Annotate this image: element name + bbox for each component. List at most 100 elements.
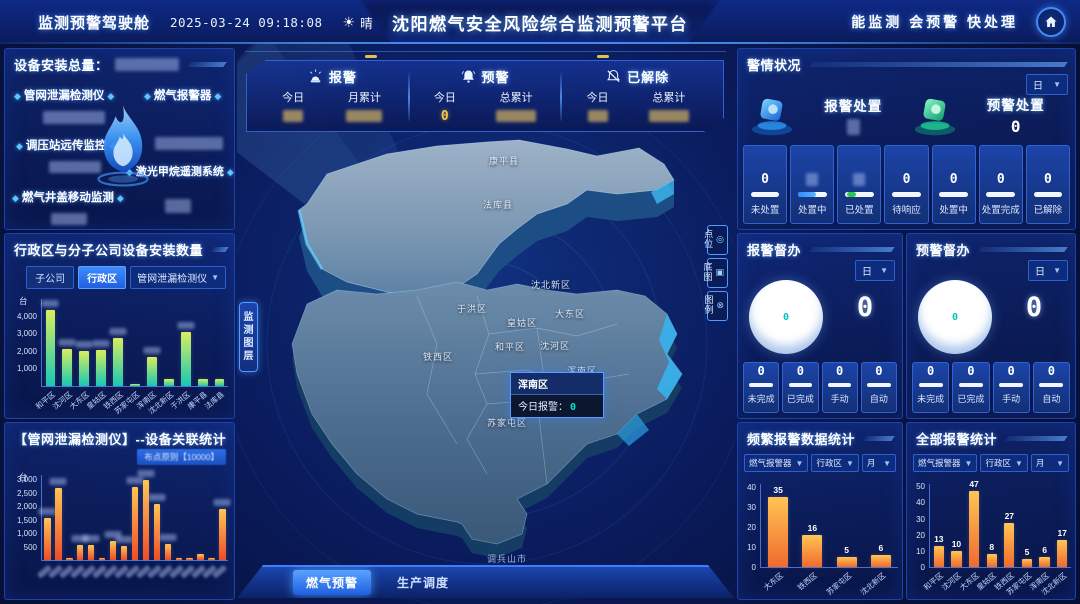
redacted-value (496, 110, 536, 122)
toggle-district-button[interactable]: 行政区 (78, 266, 127, 289)
diamond-icon: ◆ (14, 91, 21, 101)
bar: 法库县 (203, 299, 228, 411)
y-tick: 40 (916, 498, 925, 508)
yellow-dash (597, 55, 609, 58)
all-alarm-chart: 0 10 20 30 40 50 13 和平区 10 沈河区 47 大东区 8 皇姑区 27 铁西区 5 苏家屯区… (909, 479, 1071, 597)
card-value (853, 172, 866, 187)
period-filter-dropdown[interactable]: 月 ▼ (861, 454, 896, 472)
map-points-button[interactable]: ◎ 点位 (703, 225, 728, 255)
alarm-stats-bar: 报警 今日 月累计 预警 (246, 60, 724, 132)
progress-pill (788, 383, 813, 387)
weather: ☀ 晴 (343, 13, 373, 32)
status-card: 0 自动 (1032, 362, 1070, 413)
period-dropdown[interactable]: 日 ▼ (855, 260, 895, 281)
redacted-bar-value (159, 534, 177, 541)
region-filter-dropdown[interactable]: 行政区 ▼ (811, 454, 859, 472)
slogan: 能监测 会预警 快处理 (851, 14, 1018, 30)
tab-production-dispatch[interactable]: 生产调度 (397, 576, 450, 590)
toggle-subsidiary-button[interactable]: 子公司 (26, 266, 75, 289)
divider (560, 73, 562, 121)
diamond-icon: ◆ (144, 91, 151, 101)
device-filter-dropdown[interactable]: 燃气报警器 ▼ (744, 454, 809, 472)
status-card: 0 手动 (821, 362, 858, 413)
bar-rect (45, 310, 56, 386)
chevron-down-icon: ▼ (1014, 458, 1023, 468)
region-filter-dropdown[interactable]: 行政区 ▼ (980, 454, 1028, 472)
redacted-bar-value (82, 535, 100, 542)
device-filter-dropdown[interactable]: 燃气报警器 ▼ (913, 454, 978, 472)
bar-rect (131, 487, 139, 560)
chart-filter-row: 子公司 行政区 管网泄漏检测仪 ▼ (5, 262, 234, 289)
bar (81, 475, 100, 579)
sun-icon: ☀ (342, 13, 356, 30)
stats-group-head: 报警 (308, 67, 357, 86)
status-card: 0 已完成 (782, 362, 819, 413)
redacted-bar-value (177, 322, 195, 329)
bar: 康平县 (186, 299, 211, 411)
bar-rect (768, 497, 789, 567)
bar-rect (1057, 540, 1068, 567)
platform-title: 沈阳燃气安全风险综合监测预警平台 (392, 14, 688, 34)
bar-rect (44, 518, 51, 560)
x-category: 沈北新区 (858, 570, 888, 597)
bar-rect (146, 357, 157, 386)
bar-rect (197, 554, 204, 560)
stats-group-alarm: 报警 今日 月累计 (261, 67, 404, 127)
redacted-bar-value (109, 328, 127, 335)
bar: 16 铁西区 (795, 484, 829, 592)
redacted-bar-value (92, 340, 110, 347)
x-category: 大东区 (761, 570, 785, 593)
stat-key: 总累计 (652, 92, 686, 104)
card-label: 未处置 (750, 205, 780, 216)
bar: 13 和平区 (922, 484, 948, 592)
y-axis-unit: 台 (19, 296, 28, 306)
plot-area: 和平区 沈河区 大东区 皇姑区 铁西区 苏家屯区 浑南区 沈北新区 于洪区 康平县 法库县 (34, 299, 228, 416)
status-cards: 0 未处置 处置中 已处置 0 待响应 0 处置中 (743, 145, 1070, 224)
period-dropdown[interactable]: 日 ▼ (1028, 260, 1068, 281)
period-filter-dropdown[interactable]: 月 ▼ (1030, 454, 1069, 472)
progress-pill (750, 192, 780, 197)
bar-rect (79, 351, 90, 386)
bar (157, 475, 177, 579)
y-tick: 4,000 (16, 311, 37, 321)
district-label: 苏家屯区 (487, 418, 528, 428)
y-tick: 50 (916, 482, 925, 492)
bar: 27 铁西区 (993, 484, 1019, 592)
x-category: 铁西区 (795, 570, 819, 593)
warning-supervision-panel: 预警督办 日 ▼ 0 0 0 未完成 0 已完成 0 手动 0 自动 (906, 233, 1076, 419)
status-card: 0 未完成 (743, 362, 780, 413)
home-button[interactable] (1036, 7, 1066, 37)
tab-gas-warning[interactable]: 燃气预警 (293, 570, 371, 595)
map-legend-button[interactable]: ⊗ 图例 (703, 291, 728, 321)
bar-rect (164, 544, 171, 560)
redacted-count (49, 161, 101, 173)
redacted-bar-value (71, 535, 89, 542)
alarm-disposal-label: 报警处置 (824, 98, 883, 114)
warning-device-icon (907, 92, 963, 138)
map-frame-decoration (245, 51, 726, 58)
stat-value (346, 109, 382, 122)
redacted-bar-value (126, 477, 144, 484)
map-basemap-button[interactable]: ▣ 底图 (702, 258, 728, 288)
status-card: 0 未完成 (912, 362, 950, 413)
period-dropdown[interactable]: 日 ▼ (1026, 74, 1068, 95)
device-type-dropdown[interactable]: 管网泄漏检测仪 ▼ (130, 266, 226, 289)
redacted-value (806, 173, 819, 186)
chevron-down-icon: ▼ (964, 458, 973, 468)
chevron-down-icon: ▼ (211, 273, 219, 282)
bar-rect (109, 541, 117, 560)
tooltip-alarm-row: 今日报警： 0 (518, 402, 577, 413)
y-tick: 2,500 (16, 488, 37, 498)
supervision-total: 0 (1025, 292, 1045, 323)
monitor-layers-tab[interactable]: 监测图层 (239, 302, 258, 372)
header-left: 监测预警驾驶舱 2025-03-24 09:18:08 ☀ 晴 (38, 0, 373, 44)
bar-value: 5 (844, 545, 849, 555)
bar-rect (88, 545, 95, 560)
frequent-alarm-chart: 0 10 20 30 40 35 大东区 16 铁西区 5 苏家屯区 6 沈北新区 (740, 483, 898, 597)
alarm-status-panel: 警情状况 日 ▼ 报警处置 (737, 48, 1076, 230)
gas-flame-icon (91, 101, 155, 191)
warning-disposal-value: 0 (1010, 117, 1021, 136)
district-tooltip: 浑南区 今日报警： 0 (510, 372, 604, 418)
header-bar: 监测预警驾驶舱 2025-03-24 09:18:08 ☀ 晴 沈阳燃气安全风险… (0, 0, 1080, 44)
bar-rect (62, 349, 73, 386)
